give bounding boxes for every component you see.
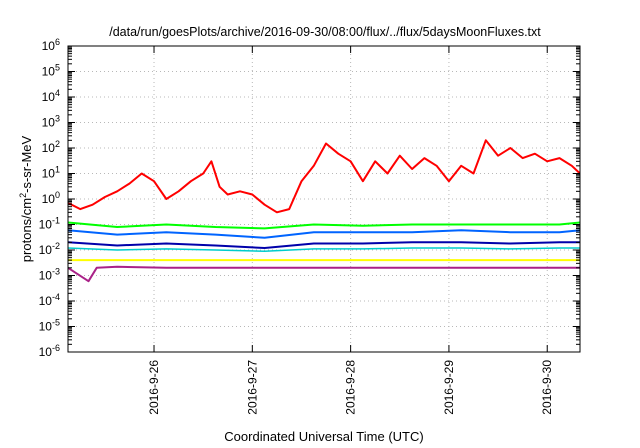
y-tick-label-exp: -4: [52, 292, 60, 302]
axis-ticks: [68, 45, 580, 353]
y-tick-label-base: 10: [42, 65, 56, 79]
y-tick-label-exp: -6: [52, 343, 60, 353]
series-line-2: [68, 221, 580, 230]
y-tick-label-base: 10: [39, 218, 53, 232]
y-tick-label-exp: -2: [52, 241, 60, 251]
y-tick-label-exp: 4: [55, 88, 60, 98]
y-tick-label-base: 10: [39, 345, 53, 359]
y-tick-label-base: 10: [42, 116, 56, 130]
grid-lines: [68, 46, 580, 352]
x-tick-label: 2016-9-29: [442, 360, 456, 415]
y-tick-label: 10-4: [39, 292, 60, 308]
series-line-4: [68, 241, 580, 249]
y-tick-label-base: 10: [42, 167, 56, 181]
chart-title: /data/run/goesPlots/archive/2016-09-30/0…: [109, 25, 541, 39]
x-tick-label: 2016-9-27: [245, 360, 259, 415]
y-tick-label-exp: 1: [55, 165, 60, 175]
series-line-3: [68, 229, 580, 239]
y-axis-title-rest: -s-sr-MeV: [19, 135, 34, 192]
y-tick-label: 103: [42, 114, 60, 130]
y-tick-label: 10-3: [39, 267, 60, 283]
y-tick-label: 10-6: [39, 343, 60, 359]
y-tick-label-exp: 6: [55, 37, 60, 47]
x-tick-label: 2016-9-26: [147, 360, 161, 415]
y-tick-label-base: 10: [39, 243, 53, 257]
y-tick-label: 10-5: [39, 318, 60, 334]
y-tick-label-exp: -1: [52, 216, 60, 226]
y-tick-label-exp: 3: [55, 114, 60, 124]
y-tick-label-base: 10: [42, 39, 56, 53]
y-tick-labels: 10-610-510-410-310-210-11001011021031041…: [39, 37, 60, 359]
y-tick-label: 100: [42, 190, 60, 206]
y-tick-label-base: 10: [39, 320, 53, 334]
x-axis-title: Coordinated Universal Time (UTC): [224, 429, 423, 444]
y-tick-label: 106: [42, 37, 60, 53]
series-line-7: [68, 265, 580, 283]
y-axis-title-base: protons/cm: [19, 198, 34, 262]
x-tick-labels: 2016-9-26 2016-9-27 2016-9-28 2016-9-29 2016…: [147, 360, 554, 415]
y-tick-label-exp: 5: [55, 63, 60, 73]
y-tick-label-base: 10: [39, 269, 53, 283]
y-tick-label-base: 10: [42, 192, 56, 206]
y-axis-title-exp: 2: [18, 193, 28, 198]
y-tick-label-base: 10: [42, 141, 56, 155]
y-tick-label: 102: [42, 139, 60, 155]
x-tick-label: 2016-9-30: [540, 360, 554, 415]
y-tick-label-exp: -5: [52, 318, 60, 328]
y-tick-label: 10-1: [39, 216, 60, 232]
y-tick-label: 105: [42, 63, 60, 79]
y-tick-label-base: 10: [42, 90, 56, 104]
y-tick-label: 104: [42, 88, 60, 104]
y-tick-label: 101: [42, 165, 60, 181]
series-line-5: [68, 247, 580, 252]
y-tick-label-base: 10: [39, 294, 53, 308]
y-tick-label: 10-2: [39, 241, 60, 257]
y-tick-label-exp: 0: [55, 190, 60, 200]
x-tick-label: 2016-9-28: [344, 360, 358, 415]
y-tick-label-exp: 2: [55, 139, 60, 149]
y-axis-title: protons/cm2-s-sr-MeV: [18, 135, 34, 262]
series-line-1: [68, 139, 580, 214]
series-lines: [68, 139, 580, 283]
y-tick-label-exp: -3: [52, 267, 60, 277]
